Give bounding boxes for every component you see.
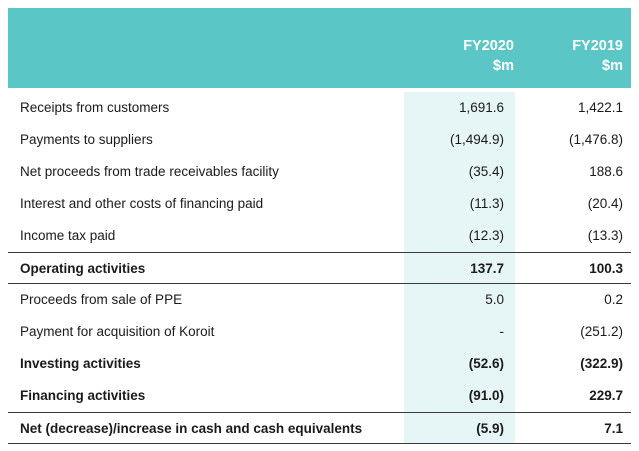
row-label: Net proceeds from trade receivables faci… xyxy=(20,164,279,179)
row-label: Net (decrease)/increase in cash and cash… xyxy=(20,421,363,436)
table-row: Proceeds from sale of PPE 5.0 0.2 xyxy=(8,284,631,316)
row-value-fy2020: (12.3) xyxy=(468,228,504,243)
row-value-fy2019: (20.4) xyxy=(587,196,623,211)
table-row: Interest and other costs of financing pa… xyxy=(8,188,631,220)
table-row: Receipts from customers 1,691.6 1,422.1 xyxy=(8,92,631,124)
header-fy2020-unit: $m xyxy=(493,58,514,74)
table-body: Receipts from customers 1,691.6 1,422.1 … xyxy=(8,92,631,444)
row-value-fy2020: - xyxy=(499,324,505,339)
row-value-fy2019: (251.2) xyxy=(580,324,623,339)
row-label: Proceeds from sale of PPE xyxy=(20,292,183,307)
row-value-fy2020: 137.7 xyxy=(470,261,504,276)
row-value-fy2019: 0.2 xyxy=(604,292,623,307)
table-row: Payment for acquisition of Koroit - (251… xyxy=(8,316,631,348)
row-value-fy2019: (322.9) xyxy=(580,356,623,371)
row-value-fy2019: (13.3) xyxy=(587,228,623,243)
row-label: Income tax paid xyxy=(20,228,116,243)
row-value-fy2020: 5.0 xyxy=(485,292,504,307)
header-fy2020: FY2020 $m xyxy=(424,36,514,76)
header-fy2019-year: FY2019 xyxy=(572,38,623,54)
table-row: Payments to suppliers (1,494.9) (1,476.8… xyxy=(8,124,631,156)
row-label: Payments to suppliers xyxy=(20,132,153,147)
table-header: FY2020 $m FY2019 $m xyxy=(8,8,631,88)
subtotal-row-investing: Investing activities (52.6) (322.9) xyxy=(8,348,631,380)
fy2020-column-highlight xyxy=(404,92,515,444)
row-value-fy2020: (5.9) xyxy=(476,421,504,436)
row-value-fy2019: 188.6 xyxy=(589,164,623,179)
table-row: Net proceeds from trade receivables faci… xyxy=(8,156,631,188)
header-fy2019-unit: $m xyxy=(602,58,623,74)
row-label: Operating activities xyxy=(20,261,146,276)
total-row-net-change: Net (decrease)/increase in cash and cash… xyxy=(8,412,631,444)
row-value-fy2020: (11.3) xyxy=(469,196,504,211)
cash-flow-table: FY2020 $m FY2019 $m Receipts from custom… xyxy=(8,8,631,444)
row-value-fy2020: (35.4) xyxy=(468,164,504,179)
header-fy2019: FY2019 $m xyxy=(533,36,623,76)
row-label: Investing activities xyxy=(20,356,141,371)
subtotal-row-operating: Operating activities 137.7 100.3 xyxy=(8,252,631,284)
row-value-fy2019: 229.7 xyxy=(589,388,623,403)
subtotal-row-financing: Financing activities (91.0) 229.7 xyxy=(8,380,631,412)
row-value-fy2019: (1,476.8) xyxy=(568,132,623,147)
row-value-fy2020: (1,494.9) xyxy=(449,132,504,147)
row-value-fy2019: 7.1 xyxy=(604,421,623,436)
row-value-fy2020: (52.6) xyxy=(468,356,504,371)
row-value-fy2020: 1,691.6 xyxy=(458,100,504,115)
row-label: Payment for acquisition of Koroit xyxy=(20,324,215,339)
row-label: Interest and other costs of financing pa… xyxy=(20,196,264,211)
row-value-fy2020: (91.0) xyxy=(468,388,504,403)
row-label: Financing activities xyxy=(20,388,146,403)
row-value-fy2019: 1,422.1 xyxy=(577,100,623,115)
row-value-fy2019: 100.3 xyxy=(589,261,623,276)
table-row: Income tax paid (12.3) (13.3) xyxy=(8,220,631,252)
header-fy2020-year: FY2020 xyxy=(463,38,514,54)
row-label: Receipts from customers xyxy=(20,100,170,115)
